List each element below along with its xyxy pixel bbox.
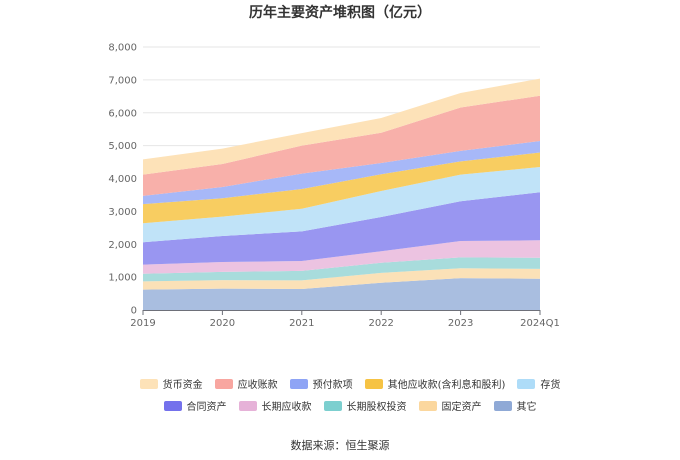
legend-item[interactable]: 合同资产: [163, 398, 227, 413]
legend-item[interactable]: 存货: [517, 376, 560, 391]
legend-swatch: [238, 400, 257, 411]
y-tick-label: 7,000: [108, 75, 137, 86]
chart-title: 历年主要资产堆积图（亿元）: [249, 5, 431, 21]
legend-swatch: [214, 378, 233, 389]
legend-item[interactable]: 长期股权投资: [323, 398, 407, 413]
legend-swatch: [418, 400, 437, 411]
legend-label: 其它: [516, 402, 537, 413]
legend-label: 其他应收款(含利息和股利): [387, 380, 506, 391]
legend-swatch: [323, 400, 342, 411]
area-series-8: [143, 95, 540, 196]
data-source-note: 数据来源：恒生聚源: [290, 439, 390, 452]
y-tick-label: 4,000: [108, 174, 137, 185]
legend-swatch: [364, 378, 383, 389]
x-tick-label: 2020: [210, 318, 235, 329]
x-tick-label: 2021: [289, 318, 314, 329]
y-tick-label: 3,000: [108, 207, 137, 218]
legend-item[interactable]: 预付款项: [289, 376, 353, 391]
y-tick-label: 2,000: [108, 240, 137, 251]
axes: 0 1,000 2,000 3,000 4,000 5,000 6,000 7,000 8,00…: [108, 43, 559, 330]
legend-label: 应收账款: [237, 380, 278, 391]
legend-swatch: [493, 400, 512, 411]
legend-item[interactable]: 其他应收款(含利息和股利): [364, 376, 506, 391]
legend: 货币资金 应收账款 预付款项 其他应收款(含利息和股利) 存货 合同资产 长期应收款 长期股…: [130, 376, 570, 420]
area-series-2: [143, 257, 540, 282]
legend-label: 合同资产: [186, 402, 227, 413]
legend-swatch: [163, 400, 182, 411]
legend-label: 货币资金: [162, 380, 203, 391]
legend-row-2: 合同资产 长期应收款 长期股权投资 固定资产 其它: [130, 398, 570, 413]
y-tick-label: 5,000: [108, 141, 137, 152]
area-series: [143, 78, 540, 310]
area-series-1: [143, 268, 540, 290]
x-tick-label: 2022: [368, 318, 393, 329]
y-tick-label: 6,000: [108, 108, 137, 119]
legend-swatch: [517, 378, 536, 389]
legend-item[interactable]: 其它: [493, 398, 537, 413]
y-tick-label: 1,000: [108, 273, 137, 284]
legend-row-1: 货币资金 应收账款 预付款项 其他应收款(含利息和股利) 存货: [130, 376, 570, 391]
legend-item[interactable]: 固定资产: [418, 398, 482, 413]
legend-label: 存货: [540, 380, 561, 391]
legend-swatch: [289, 378, 308, 389]
area-series-7: [143, 141, 540, 205]
area-series-0: [143, 278, 540, 310]
legend-item[interactable]: 长期应收款: [238, 398, 312, 413]
y-tick-label: 0: [131, 306, 137, 317]
area-series-9: [143, 78, 540, 175]
legend-label: 长期应收款: [261, 402, 312, 413]
legend-label: 固定资产: [441, 402, 482, 413]
x-tick-label: 2023: [448, 318, 473, 329]
legend-item[interactable]: 应收账款: [214, 376, 278, 391]
area-series-3: [143, 240, 540, 274]
y-tick-label: 8,000: [108, 43, 137, 54]
x-tick-label: 2019: [130, 318, 155, 329]
legend-label: 预付款项: [312, 380, 353, 391]
area-series-5: [143, 167, 540, 243]
area-series-4: [143, 192, 540, 265]
x-tick-label: 2024Q1: [520, 318, 560, 329]
area-series-6: [143, 152, 540, 224]
legend-swatch: [139, 378, 158, 389]
legend-item[interactable]: 货币资金: [139, 376, 203, 391]
legend-label: 长期股权投资: [346, 402, 407, 413]
